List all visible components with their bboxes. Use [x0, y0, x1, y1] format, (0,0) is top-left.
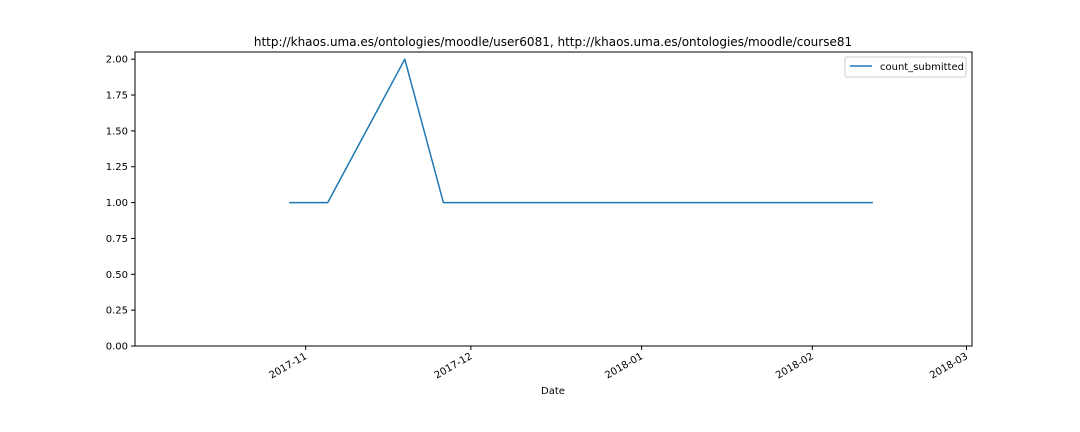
x-tick-label: 2018-03 — [928, 351, 970, 381]
y-tick-label: 2.00 — [106, 55, 128, 66]
legend-box — [844, 56, 967, 78]
x-tick-label: 2017-11 — [268, 351, 310, 381]
chart-title: http://khaos.uma.es/ontologies/moodle/us… — [254, 35, 852, 49]
y-axis: 0.00 0.25 0.50 0.75 1.00 1.25 1.50 1.75 2.00 — [106, 55, 135, 353]
series-line-count_submitted — [289, 58, 873, 204]
y-tick-label: 0.75 — [106, 234, 128, 245]
x-tick-label: 2018-01 — [603, 351, 645, 381]
series-layer — [289, 58, 873, 204]
y-tick-label: 1.25 — [106, 162, 128, 173]
x-tick-label: 2017-12 — [433, 351, 475, 381]
x-tick-label: 2018-02 — [774, 351, 816, 381]
y-tick-label: 0.00 — [106, 342, 128, 353]
y-tick-label: 1.50 — [106, 126, 128, 137]
x-axis-label: Date — [541, 386, 565, 397]
y-tick-label: 0.50 — [106, 270, 128, 281]
y-tick-label: 1.00 — [106, 198, 128, 209]
legend-label: count_submitted — [880, 62, 964, 73]
y-tick-label: 1.75 — [106, 91, 128, 102]
x-axis: 2017-11 2017-12 2018-01 2018-02 2018-03 — [268, 346, 970, 381]
plot-area — [134, 51, 973, 347]
y-tick-label: 0.25 — [106, 306, 128, 317]
legend: count_submitted — [844, 56, 967, 78]
